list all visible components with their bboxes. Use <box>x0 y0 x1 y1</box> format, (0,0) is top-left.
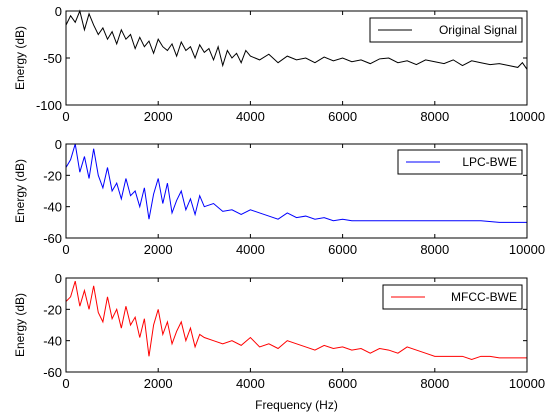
y-tick-label: 0 <box>55 137 62 152</box>
series-line-1-1 <box>65 9 528 70</box>
y-tick-label: 0 <box>55 271 62 286</box>
x-tick-label: 8000 <box>420 376 449 391</box>
y-axis-label: Energy (dB) <box>13 26 27 90</box>
legend-entry: MFCC-BWE <box>451 290 517 304</box>
x-tick-label: 0 <box>62 242 69 257</box>
y-tick-label: -50 <box>43 51 62 66</box>
y-axis-label: Energy (dB) <box>13 159 27 223</box>
series-line-3-1 <box>65 280 527 360</box>
legend-entry: LPC-BWE <box>462 155 517 169</box>
axes-box <box>65 277 528 373</box>
y-tick-label: -60 <box>43 365 62 380</box>
series-line-2-1 <box>65 143 527 223</box>
legend-entry: Original Signal <box>439 23 517 37</box>
x-tick-label: 6000 <box>328 109 357 124</box>
y-tick-label: -60 <box>43 231 62 246</box>
chart-panel-3: 0 2000 4000 6000 8000 10000 -60 -40 -20 0 Energy (… <box>13 271 545 412</box>
x-tick-label: 4000 <box>236 376 265 391</box>
x-tick-label: 0 <box>62 109 69 124</box>
y-axis-label: Energy (dB) <box>13 293 27 357</box>
chart-panel-1: 0 2000 4000 6000 8000 10000 -100 -50 0 Energy (dB… <box>13 4 545 124</box>
legend: LPC-BWE <box>397 149 523 175</box>
x-tick-label: 8000 <box>420 109 449 124</box>
x-tick-label: 2000 <box>144 109 173 124</box>
x-tick-label: 4000 <box>236 242 265 257</box>
x-tick-label: 2000 <box>144 242 173 257</box>
y-tick-label: -40 <box>43 200 62 215</box>
x-tick-label: 6000 <box>328 242 357 257</box>
x-tick-label: 8000 <box>420 242 449 257</box>
x-tick-label: 6000 <box>328 376 357 391</box>
axes-box <box>65 143 528 239</box>
x-tick-label: 0 <box>62 376 69 391</box>
chart-panel-2: 0 2000 4000 6000 8000 10000 -60 -40 -20 0 Energy (… <box>13 137 545 257</box>
x-tick-label: 10000 <box>509 376 545 391</box>
x-tick-label: 10000 <box>509 242 545 257</box>
y-tick-label: -20 <box>43 168 62 183</box>
legend: Original Signal <box>369 17 523 43</box>
x-axis-label: Frequency (Hz) <box>255 398 338 412</box>
axes-box <box>65 10 528 106</box>
x-tick-label: 4000 <box>236 109 265 124</box>
x-tick-label: 10000 <box>509 109 545 124</box>
x-tick-label: 2000 <box>144 376 173 391</box>
legend: MFCC-BWE <box>382 284 523 310</box>
y-tick-label: -100 <box>36 98 62 113</box>
y-tick-label: -40 <box>43 334 62 349</box>
y-tick-label: -20 <box>43 302 62 317</box>
y-tick-label: 0 <box>55 4 62 19</box>
